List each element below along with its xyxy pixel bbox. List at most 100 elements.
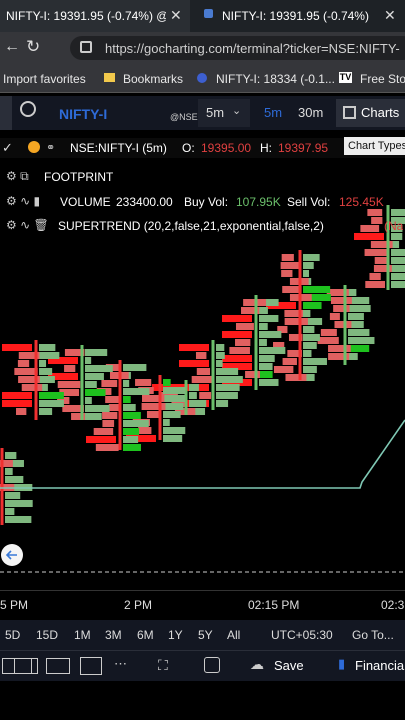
tab-close[interactable]: ✕ bbox=[170, 7, 182, 23]
buy-cell bbox=[163, 387, 186, 394]
buy-cell bbox=[163, 435, 183, 442]
buy-cell bbox=[348, 329, 370, 336]
sell-cell bbox=[199, 392, 212, 399]
buy-cell bbox=[5, 492, 21, 499]
settings-icon[interactable]: ⚙ ∿ 🗑 bbox=[6, 218, 49, 232]
settings-icon[interactable]: ⚙ ∿ ▮ bbox=[6, 194, 41, 208]
interval-option[interactable]: 30m bbox=[298, 105, 324, 120]
buy-cell bbox=[259, 299, 279, 306]
sell-cell bbox=[281, 270, 293, 277]
open-label: O: bbox=[182, 141, 195, 155]
chart bbox=[0, 130, 405, 590]
buy-cell bbox=[39, 384, 48, 391]
sell-cell bbox=[354, 233, 384, 240]
reload-button[interactable]: ↻ bbox=[26, 37, 41, 56]
url-field[interactable] bbox=[70, 36, 405, 60]
time-axis: 5 PM 2 PM 02:15 PM 02:3 bbox=[0, 590, 405, 619]
supertrend-line bbox=[0, 419, 405, 489]
sell-cell bbox=[330, 297, 352, 304]
layout-icon[interactable] bbox=[46, 658, 70, 674]
layout-icon[interactable] bbox=[14, 658, 38, 674]
sell-cell bbox=[95, 444, 119, 451]
back-button[interactable]: ← bbox=[4, 38, 20, 55]
buy-cell bbox=[123, 404, 136, 411]
settings-icon[interactable]: ⚙ ⧉ bbox=[6, 169, 29, 183]
sell-cell bbox=[48, 373, 78, 380]
screenshot-icon[interactable] bbox=[204, 657, 220, 673]
fullscreen-icon[interactable]: ⛶ bbox=[158, 657, 168, 673]
sell-cell bbox=[2, 400, 32, 407]
tab[interactable] bbox=[0, 0, 190, 32]
sell-cell bbox=[102, 412, 118, 419]
range-button[interactable]: 6M bbox=[137, 628, 154, 642]
buy-cell bbox=[85, 357, 92, 364]
buy-cell bbox=[303, 366, 317, 373]
sell-cell bbox=[284, 310, 304, 317]
buy-cell bbox=[123, 396, 131, 403]
bookmark[interactable]: Free Stoc bbox=[360, 72, 405, 86]
symbol[interactable]: NIFTY-I bbox=[59, 106, 108, 122]
buy-cell bbox=[303, 350, 312, 357]
bookmark[interactable]: Import favorites bbox=[3, 72, 86, 86]
buy-cell bbox=[303, 310, 311, 317]
buy-cell bbox=[123, 364, 147, 371]
range-button[interactable]: 5D bbox=[5, 628, 21, 642]
charts-button[interactable] bbox=[336, 99, 405, 127]
side-handle[interactable] bbox=[0, 96, 12, 130]
range-button[interactable]: All bbox=[227, 628, 241, 642]
time-label: 02:3 bbox=[381, 598, 405, 612]
sell-cell bbox=[241, 307, 260, 314]
sell-cell bbox=[229, 347, 250, 354]
link-icon: ⚭ bbox=[46, 142, 56, 154]
range-button[interactable]: 5Y bbox=[198, 628, 213, 642]
buy-cell bbox=[39, 360, 47, 367]
buy-cell bbox=[123, 380, 130, 387]
sell-cell bbox=[287, 350, 302, 357]
sell-cell bbox=[191, 376, 215, 383]
layout-icon[interactable] bbox=[80, 657, 102, 675]
buy-cell bbox=[5, 500, 33, 507]
range-button[interactable]: 1Y bbox=[168, 628, 183, 642]
interval-option[interactable]: 5m bbox=[264, 105, 283, 120]
buy-cell bbox=[303, 302, 322, 309]
search-icon[interactable] bbox=[20, 101, 36, 117]
interval-select[interactable] bbox=[198, 99, 250, 127]
buy-cell bbox=[163, 427, 186, 434]
bookmark[interactable]: Bookmarks bbox=[123, 72, 184, 86]
buy-cell bbox=[259, 307, 268, 314]
goto-button[interactable]: Go To... bbox=[352, 628, 394, 642]
app-toolbar: NIFTY-I @NSE 5m ⌄ 5m 30m Charts bbox=[0, 96, 405, 130]
charts-icon bbox=[343, 106, 356, 119]
tab-close[interactable]: ✕ bbox=[384, 7, 396, 23]
sell-cell bbox=[179, 344, 209, 351]
sell-cell bbox=[284, 318, 308, 325]
sell-cell bbox=[2, 344, 32, 351]
sell-cell bbox=[141, 403, 166, 410]
buy-cell bbox=[391, 265, 405, 272]
save-button[interactable]: Save bbox=[274, 658, 304, 673]
sell-cell bbox=[222, 355, 252, 362]
sell-cell bbox=[334, 321, 352, 328]
buy-cell bbox=[163, 379, 171, 386]
financial-button[interactable]: Financial bbox=[355, 658, 405, 673]
buy-cell bbox=[189, 384, 199, 391]
timezone[interactable]: UTC+05:30 bbox=[271, 628, 333, 642]
range-button[interactable]: 15D bbox=[36, 628, 59, 642]
tab-bar: NIFTY-I: 19391.95 (-0.74%) @ N ✕ NIFTY-I… bbox=[0, 0, 405, 32]
buy-cell bbox=[259, 323, 268, 330]
buy-cell bbox=[85, 365, 113, 372]
sell-cell bbox=[138, 427, 152, 434]
buy-cell bbox=[391, 233, 403, 240]
buy-cell bbox=[39, 352, 60, 359]
collapse-icon[interactable]: ✓ bbox=[2, 140, 13, 155]
indicator-name: VOLUME bbox=[60, 195, 111, 209]
buy-cell bbox=[189, 400, 207, 407]
range-button[interactable]: 3M bbox=[105, 628, 122, 642]
sell-cell bbox=[16, 408, 27, 415]
more-icon[interactable]: ⋯ bbox=[114, 656, 127, 671]
buy-cell bbox=[216, 368, 239, 375]
range-button[interactable]: 1M bbox=[74, 628, 91, 642]
buy-cell bbox=[348, 289, 357, 296]
buy-cell bbox=[259, 347, 286, 354]
bookmark[interactable]: NIFTY-I: 18334 (-0.1... bbox=[216, 72, 335, 86]
